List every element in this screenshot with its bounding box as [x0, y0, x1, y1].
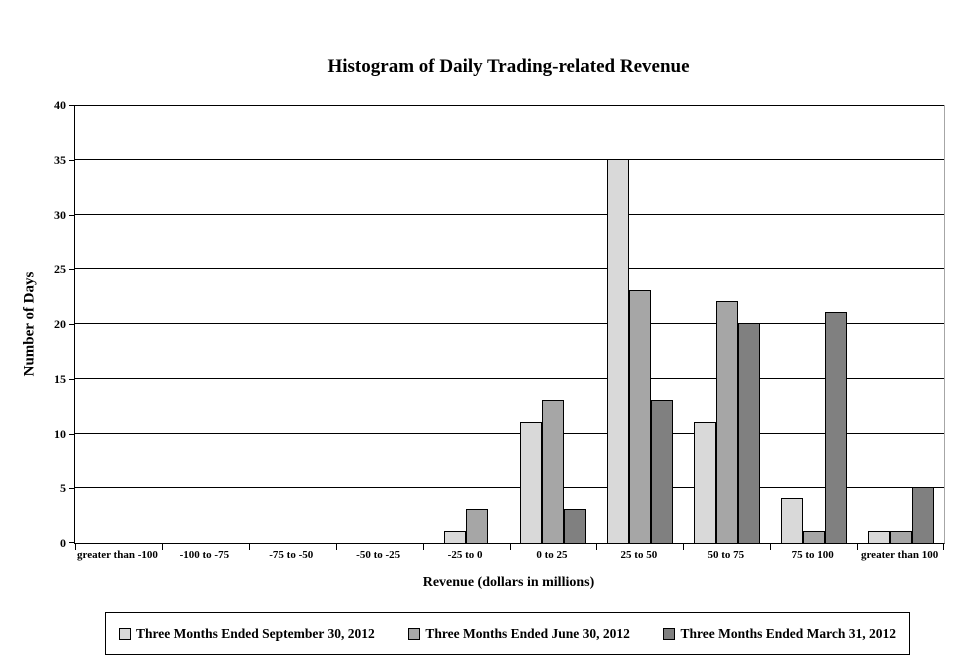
y-tick-label-5: 5 [60, 481, 66, 496]
x-tick-label-1: -100 to -75 [179, 549, 230, 561]
y-axis-tick [69, 214, 75, 216]
bar-series-0-cat-9 [867, 531, 890, 543]
x-axis-tick-labels: greater than -100 -100 to -75 -75 to -50 -5… [74, 549, 943, 561]
gridline-y-15 [75, 377, 944, 379]
gridline-y-35 [75, 158, 944, 160]
bar-series-0-cat-6 [606, 159, 629, 543]
x-axis-tick [857, 544, 858, 550]
y-axis-tick [69, 378, 75, 380]
x-tick-label-7: 50 to 75 [707, 549, 745, 561]
x-tick-label-8: 75 to 100 [791, 549, 834, 561]
bar-group-9 [857, 105, 944, 543]
bar-series-1-cat-4 [466, 509, 489, 543]
legend-label: Three Months Ended March 31, 2012 [680, 625, 896, 641]
legend-label: Three Months Ended September 30, 2012 [136, 625, 375, 641]
gridline-y-25 [75, 268, 944, 270]
x-axis-tick [596, 544, 597, 550]
bar-group-8 [770, 105, 857, 543]
bar-series-2-cat-7 [737, 323, 760, 543]
chart-title: Histogram of Daily Trading-related Reven… [327, 56, 690, 77]
y-tick-label-15: 15 [54, 371, 66, 386]
legend-entry-2: Three Months Ended March 31, 2012 [663, 626, 896, 642]
bar-series-2-cat-5 [563, 509, 586, 543]
plot-area [69, 105, 945, 550]
bar-series-2-cat-9 [911, 487, 934, 543]
x-axis-tick [75, 544, 76, 550]
gridline-y-30 [75, 213, 944, 215]
x-axis-tick [423, 544, 424, 550]
bar-series-1-cat-7 [715, 301, 738, 543]
bar-series-1-cat-5 [541, 400, 564, 543]
y-tick-label-30: 30 [54, 207, 66, 222]
bar-series-0-cat-4 [444, 531, 467, 543]
bar-group-5 [510, 105, 597, 543]
bar-series-0-cat-8 [780, 498, 803, 543]
gridline-y-20 [75, 323, 944, 324]
x-axis-title: Revenue (dollars in millions) [422, 575, 595, 590]
y-axis-tick [69, 324, 75, 325]
legend-label: Three Months Ended June 30, 2012 [425, 625, 630, 641]
bar-group-1 [162, 105, 249, 543]
gridline-y-40 [75, 105, 944, 106]
legend: Three Months Ended September 30, 2012 Thr… [105, 612, 910, 655]
x-axis-tick [770, 544, 771, 550]
y-tick-label-10: 10 [54, 426, 66, 441]
bar-group-3 [336, 105, 423, 543]
bar-group-0 [75, 105, 162, 543]
y-tick-label-25: 25 [54, 262, 66, 277]
x-tick-label-5: 0 to 25 [536, 549, 568, 561]
x-tick-label-0: greater than -100 [77, 549, 158, 561]
y-axis-tick [69, 433, 75, 435]
y-axis-tick [69, 105, 75, 106]
bar-series-1-cat-6 [628, 290, 651, 543]
bar-series-0-cat-5 [519, 422, 542, 543]
bar-series-2-cat-8 [824, 312, 847, 543]
x-axis-tick [683, 544, 684, 550]
bar-series-1-cat-9 [889, 531, 912, 543]
y-tick-label-20: 20 [54, 317, 66, 331]
x-tick-label-4: -25 to 0 [447, 549, 483, 561]
x-tick-label-3: -50 to -25 [356, 549, 401, 561]
bar-series-1-cat-8 [802, 531, 825, 543]
gridline-y-5 [75, 487, 944, 489]
y-axis-tick [69, 542, 75, 543]
x-axis-tick [249, 544, 250, 550]
legend-swatch-icon [408, 627, 421, 640]
x-axis-tick [510, 544, 511, 550]
x-tick-label-9: greater than 100 [861, 549, 939, 561]
legend-swatch-icon [663, 627, 676, 640]
legend-swatch-icon [119, 627, 131, 640]
bar-group-2 [249, 105, 336, 543]
legend-entry-1: Three Months Ended June 30, 2012 [408, 626, 630, 642]
x-axis-tick [162, 544, 163, 550]
bar-group-4 [423, 105, 510, 543]
bar-series-2-cat-6 [650, 400, 673, 543]
y-tick-label-0: 0 [60, 536, 66, 550]
x-axis-tick [336, 544, 337, 550]
bar-group-7 [683, 105, 770, 543]
y-tick-label-40: 40 [54, 98, 66, 112]
x-axis-tick [943, 544, 944, 550]
bar-group-6 [596, 105, 683, 543]
y-tick-label-35: 35 [54, 152, 66, 167]
x-tick-label-2: -75 to -50 [269, 549, 314, 561]
y-axis-tick [69, 488, 75, 490]
gridline-y-10 [75, 432, 944, 434]
y-axis-tick [69, 159, 75, 161]
y-axis-tick [69, 269, 75, 271]
legend-entry-0: Three Months Ended September 30, 2012 [119, 626, 375, 642]
x-tick-label-6: 25 to 50 [620, 549, 658, 561]
bar-series-0-cat-7 [693, 422, 716, 543]
